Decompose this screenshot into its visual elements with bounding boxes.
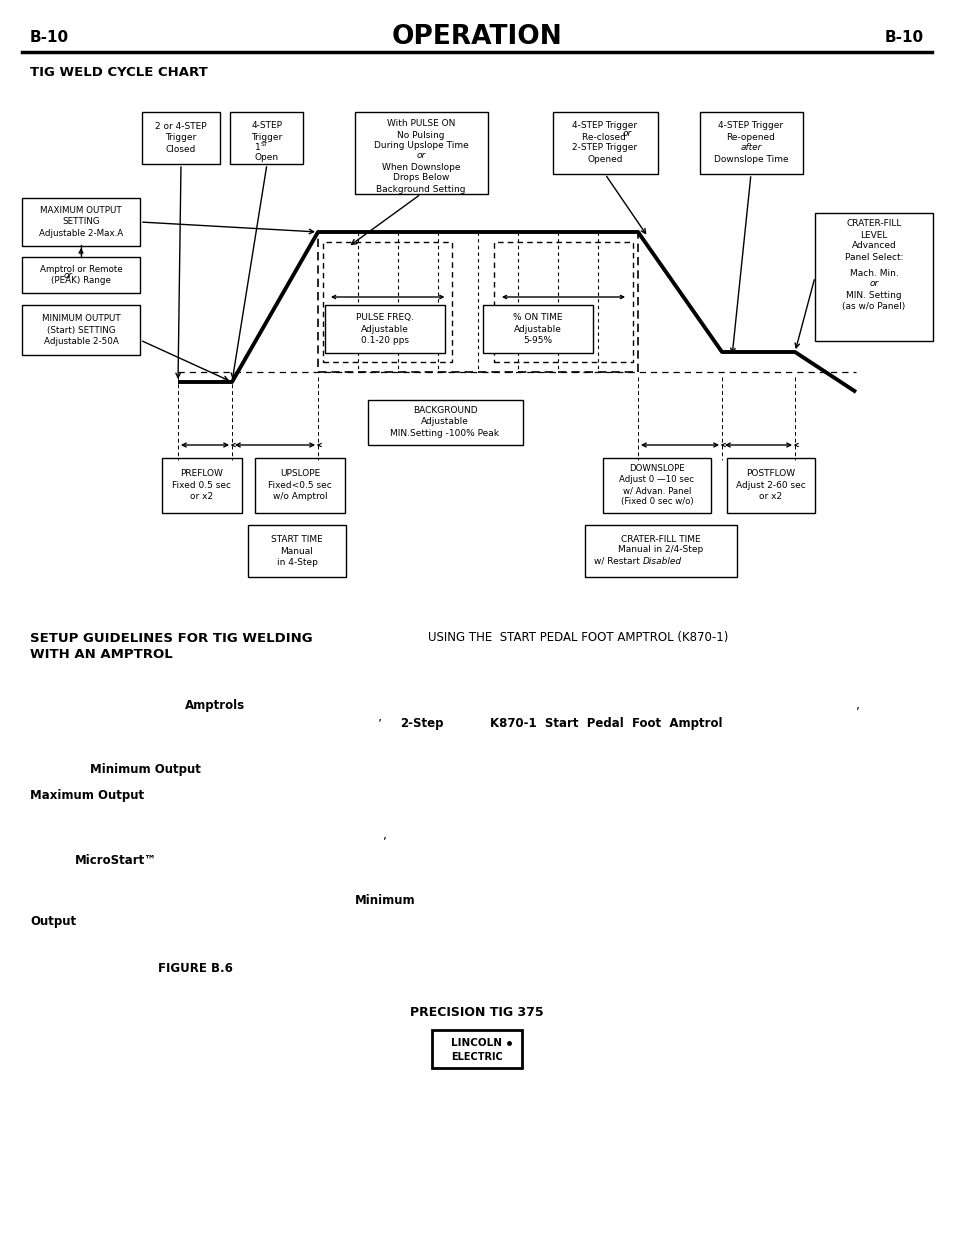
Text: Output: Output bbox=[30, 915, 76, 929]
Text: or: or bbox=[868, 279, 878, 289]
Bar bbox=[553, 112, 658, 174]
Text: WITH AN AMPTROL: WITH AN AMPTROL bbox=[30, 647, 172, 661]
Text: Advanced: Advanced bbox=[851, 242, 896, 251]
Text: Drops Below: Drops Below bbox=[393, 173, 449, 183]
Text: With PULSE ON: With PULSE ON bbox=[386, 120, 455, 128]
Bar bbox=[602, 458, 710, 513]
Text: after: after bbox=[740, 143, 760, 152]
Bar bbox=[254, 458, 345, 513]
Text: Amptrol or Remote
(PEAK) Range: Amptrol or Remote (PEAK) Range bbox=[40, 266, 122, 285]
Text: B-10: B-10 bbox=[30, 30, 69, 44]
Text: Re-opened: Re-opened bbox=[726, 132, 775, 142]
Text: ,: , bbox=[855, 699, 859, 711]
Text: Re-closed: Re-closed bbox=[581, 132, 628, 142]
Text: LEVEL: LEVEL bbox=[860, 231, 886, 240]
Bar bbox=[700, 112, 802, 174]
Text: FIGURE B.6: FIGURE B.6 bbox=[157, 962, 233, 974]
Text: Trigger: Trigger bbox=[251, 132, 282, 142]
Text: or: or bbox=[416, 152, 425, 161]
Text: K870-1  Start  Pedal  Foot  Amptrol: K870-1 Start Pedal Foot Amptrol bbox=[490, 718, 721, 730]
Text: PREFLOW
Fixed 0.5 sec
or x2: PREFLOW Fixed 0.5 sec or x2 bbox=[172, 469, 232, 500]
Text: % ON TIME
Adjustable
5-95%: % ON TIME Adjustable 5-95% bbox=[513, 314, 562, 345]
Text: No Pulsing: No Pulsing bbox=[396, 131, 444, 140]
Text: B-10: B-10 bbox=[884, 30, 923, 44]
Bar bbox=[248, 525, 346, 577]
Bar bbox=[22, 257, 140, 293]
Bar bbox=[494, 242, 633, 362]
Text: POSTFLOW
Adjust 2-60 sec
or x2: POSTFLOW Adjust 2-60 sec or x2 bbox=[736, 469, 805, 500]
Text: Opened: Opened bbox=[587, 154, 622, 163]
Text: Amptrols: Amptrols bbox=[185, 699, 245, 711]
Text: CRATER-FILL TIME: CRATER-FILL TIME bbox=[620, 535, 700, 543]
Text: Background Setting: Background Setting bbox=[375, 184, 465, 194]
Bar bbox=[814, 212, 932, 341]
Text: UPSLOPE
Fixed<0.5 sec
w/o Amptrol: UPSLOPE Fixed<0.5 sec w/o Amptrol bbox=[268, 469, 332, 500]
Text: ST: ST bbox=[260, 142, 268, 147]
Text: MAXIMUM OUTPUT
SETTING
Adjustable 2-Max.A: MAXIMUM OUTPUT SETTING Adjustable 2-Max.… bbox=[39, 206, 123, 237]
Bar bbox=[323, 242, 452, 362]
Text: w/ Restart: w/ Restart bbox=[594, 557, 642, 566]
Bar bbox=[317, 232, 638, 372]
Text: OPERATION: OPERATION bbox=[392, 23, 561, 49]
Text: 4-STEP Trigger: 4-STEP Trigger bbox=[718, 121, 782, 131]
Text: ,: , bbox=[382, 829, 387, 841]
Text: Maximum Output: Maximum Output bbox=[30, 788, 144, 802]
Text: USING THE  START PEDAL FOOT AMPTROL (K870-1): USING THE START PEDAL FOOT AMPTROL (K870… bbox=[428, 631, 727, 645]
Text: MINIMUM OUTPUT
(Start) SETTING
Adjustable 2-50A: MINIMUM OUTPUT (Start) SETTING Adjustabl… bbox=[42, 315, 120, 346]
Text: MIN. Setting: MIN. Setting bbox=[845, 290, 901, 300]
Bar bbox=[230, 112, 303, 164]
Text: 4-STEP: 4-STEP bbox=[252, 121, 282, 131]
Bar bbox=[432, 1030, 521, 1068]
Bar bbox=[584, 525, 737, 577]
Text: or: or bbox=[621, 130, 631, 138]
Text: Minimum: Minimum bbox=[355, 893, 416, 906]
Text: Open: Open bbox=[254, 152, 279, 162]
Text: SETUP GUIDELINES FOR TIG WELDING: SETUP GUIDELINES FOR TIG WELDING bbox=[30, 631, 313, 645]
Bar bbox=[368, 400, 522, 445]
Bar bbox=[22, 198, 140, 246]
Text: Downslope Time: Downslope Time bbox=[713, 154, 787, 163]
Bar bbox=[22, 305, 140, 354]
Bar bbox=[142, 112, 220, 164]
Text: START TIME
Manual
in 4-Step: START TIME Manual in 4-Step bbox=[271, 536, 322, 567]
Text: (as w/o Panel): (as w/o Panel) bbox=[841, 301, 904, 310]
Text: When Downslope: When Downslope bbox=[381, 163, 459, 172]
Text: or: or bbox=[64, 270, 72, 279]
Text: ELECTRIC: ELECTRIC bbox=[451, 1052, 502, 1062]
Bar bbox=[325, 305, 444, 353]
Text: PULSE FREQ.
Adjustable
0.1-20 pps: PULSE FREQ. Adjustable 0.1-20 pps bbox=[355, 314, 414, 345]
Text: LINCOLN: LINCOLN bbox=[451, 1037, 502, 1049]
Text: Panel Select:: Panel Select: bbox=[843, 252, 902, 262]
Text: ’: ’ bbox=[377, 718, 381, 730]
Text: 2-Step: 2-Step bbox=[399, 718, 443, 730]
Text: CRATER-FILL: CRATER-FILL bbox=[845, 220, 901, 228]
Text: Disabled: Disabled bbox=[642, 557, 681, 566]
Text: Manual in 2/4-Step: Manual in 2/4-Step bbox=[618, 546, 703, 555]
Text: During Upslope Time: During Upslope Time bbox=[374, 142, 468, 151]
Bar bbox=[162, 458, 242, 513]
Text: BACKGROUND
Adjustable
MIN.Setting -100% Peak: BACKGROUND Adjustable MIN.Setting -100% … bbox=[390, 406, 499, 437]
Text: Mach. Min.: Mach. Min. bbox=[849, 268, 898, 278]
Bar bbox=[482, 305, 593, 353]
Text: 2 or 4-STEP
Trigger
Closed: 2 or 4-STEP Trigger Closed bbox=[155, 122, 207, 153]
Text: Minimum Output: Minimum Output bbox=[90, 763, 201, 777]
Bar bbox=[726, 458, 814, 513]
Text: DOWNSLOPE
Adjust 0 —10 sec
w/ Advan. Panel
(Fixed 0 sec w/o): DOWNSLOPE Adjust 0 —10 sec w/ Advan. Pan… bbox=[618, 464, 694, 506]
Text: 4-STEP Trigger: 4-STEP Trigger bbox=[572, 121, 637, 131]
Text: PRECISION TIG 375: PRECISION TIG 375 bbox=[410, 1007, 543, 1020]
Bar bbox=[355, 112, 488, 194]
Text: MicroStart™: MicroStart™ bbox=[75, 853, 157, 867]
Text: 2-STEP Trigger: 2-STEP Trigger bbox=[572, 143, 637, 152]
Text: TIG WELD CYCLE CHART: TIG WELD CYCLE CHART bbox=[30, 67, 208, 79]
Text: 1: 1 bbox=[254, 143, 260, 152]
